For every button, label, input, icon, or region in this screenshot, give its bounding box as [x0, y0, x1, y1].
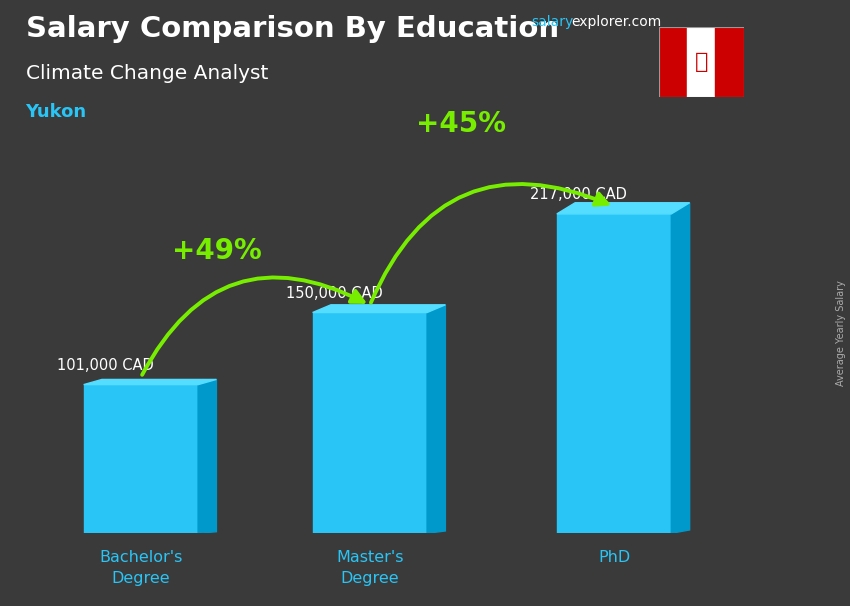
Text: 150,000 CAD: 150,000 CAD	[286, 286, 382, 301]
Text: Average Yearly Salary: Average Yearly Salary	[836, 281, 846, 386]
Text: Salary Comparison By Education: Salary Comparison By Education	[26, 15, 558, 43]
Text: explorer.com: explorer.com	[571, 15, 661, 29]
Bar	[687, 27, 716, 97]
Polygon shape	[672, 203, 689, 533]
Polygon shape	[427, 305, 445, 533]
Polygon shape	[557, 203, 689, 214]
Text: 217,000 CAD: 217,000 CAD	[530, 187, 627, 202]
Text: 🍁: 🍁	[694, 52, 708, 72]
Bar	[716, 27, 744, 97]
Text: 101,000 CAD: 101,000 CAD	[57, 358, 154, 373]
Text: Climate Change Analyst: Climate Change Analyst	[26, 64, 268, 82]
Text: +45%: +45%	[416, 110, 507, 138]
Polygon shape	[557, 214, 672, 533]
Text: Yukon: Yukon	[26, 103, 87, 121]
Text: salary: salary	[531, 15, 574, 29]
Bar	[659, 27, 687, 97]
Polygon shape	[83, 385, 198, 533]
Text: +49%: +49%	[173, 237, 262, 265]
Polygon shape	[313, 305, 445, 313]
Polygon shape	[313, 313, 427, 533]
Polygon shape	[83, 379, 217, 385]
Polygon shape	[198, 379, 217, 533]
